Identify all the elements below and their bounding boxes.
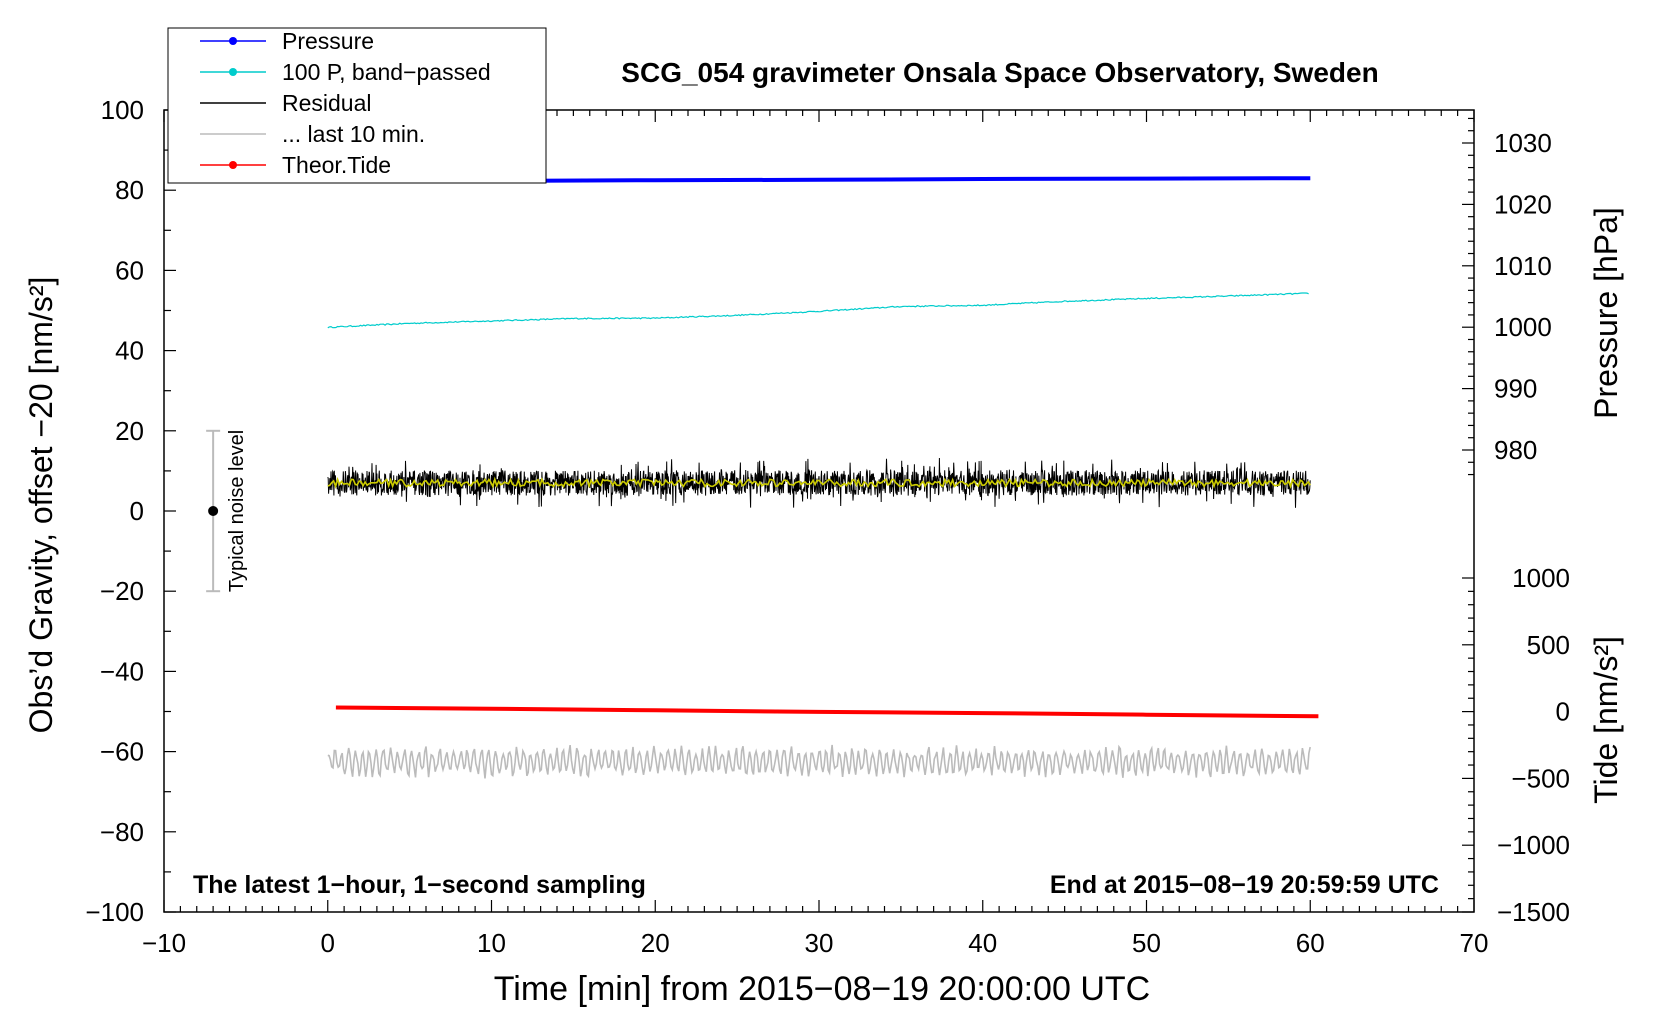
plot-frame	[163, 109, 1475, 913]
x-tick-label: 70	[1460, 928, 1489, 958]
x-tick-label: −10	[142, 928, 186, 958]
legend-label: Pressure	[282, 28, 374, 54]
axis-ticks: −10 0 10 20 30 40 50 60 70−100−80−60−40−20020406…	[85, 95, 1570, 958]
pressure-tick-label: 980	[1494, 435, 1537, 465]
tide-tick-label: 0	[1556, 697, 1570, 727]
y-tick-label: −20	[100, 576, 144, 606]
legend-swatch-marker	[229, 68, 237, 76]
pressure-tick-label: 990	[1494, 374, 1537, 404]
legend-swatch-marker	[229, 37, 237, 45]
tide-tick-label: 1000	[1512, 563, 1570, 593]
pressure-tick-label: 1010	[1494, 251, 1552, 281]
plot-traces	[327, 176, 1319, 779]
tide-tick-label: −1000	[1497, 830, 1570, 860]
pressure-tick-label: 1020	[1494, 189, 1552, 219]
y-tick-label: 40	[115, 336, 144, 366]
y-tick-label: 80	[115, 175, 144, 205]
end-time-annotation: End at 2015−08−19 20:59:59 UTC	[1050, 871, 1439, 899]
pressure-axis-label: Pressure [hPa]	[1588, 207, 1624, 419]
noise-bar-center-dot	[208, 506, 219, 516]
x-tick-label: 30	[805, 928, 834, 958]
legend-label: 100 P, band−passed	[282, 59, 491, 85]
y-tick-label: 0	[130, 496, 144, 526]
x-tick-label: 40	[968, 928, 997, 958]
chart-title: SCG_054 gravimeter Onsala Space Observat…	[621, 57, 1378, 88]
y-tick-label: −80	[100, 817, 144, 847]
series-residual-line	[327, 457, 1311, 508]
y-tick-label: 20	[115, 416, 144, 446]
y-axis-label-left: Obs’d Gravity, offset −20 [nm/s²]	[23, 277, 59, 734]
y-tick-label: 100	[101, 95, 144, 125]
tide-tick-label: −500	[1511, 763, 1570, 793]
y-tick-label: 60	[115, 255, 144, 285]
pressure-tick-label: 1030	[1494, 128, 1552, 158]
x-tick-label: 20	[641, 928, 670, 958]
x-tick-label: 10	[477, 928, 506, 958]
y-tick-label: −60	[100, 737, 144, 767]
tide-tick-label: −1500	[1497, 897, 1570, 927]
legend-swatch-marker	[229, 161, 237, 169]
x-tick-label: 50	[1132, 928, 1161, 958]
series-band-passed-line	[327, 292, 1309, 329]
y-tick-label: −100	[85, 897, 144, 927]
y-tick-label: −40	[100, 656, 144, 686]
legend: Pressure 100 P, band−passed Residual ... la…	[167, 27, 547, 184]
legend-label: ... last 10 min.	[282, 121, 425, 147]
series-residual-smoothed-line	[327, 476, 1311, 489]
pressure-tick-label: 1000	[1494, 312, 1552, 342]
legend-label: Theor.Tide	[282, 152, 391, 178]
tide-axis-label: Tide [nm/s²]	[1588, 636, 1624, 804]
noise-level-label: Typical noise level	[226, 430, 248, 592]
series-theor-tide-line	[335, 705, 1319, 719]
x-tick-label: 60	[1296, 928, 1325, 958]
x-tick-label: 0	[321, 928, 335, 958]
noise-level-bar	[206, 429, 221, 593]
sampling-annotation: The latest 1−hour, 1−second sampling	[193, 871, 646, 899]
tide-tick-label: 500	[1527, 630, 1570, 660]
legend-box	[167, 27, 547, 184]
series-last-10-min-line	[327, 744, 1311, 779]
x-axis-label: Time [min] from 2015−08−19 20:00:00 UTC	[494, 970, 1150, 1008]
legend-label: Residual	[282, 90, 372, 116]
